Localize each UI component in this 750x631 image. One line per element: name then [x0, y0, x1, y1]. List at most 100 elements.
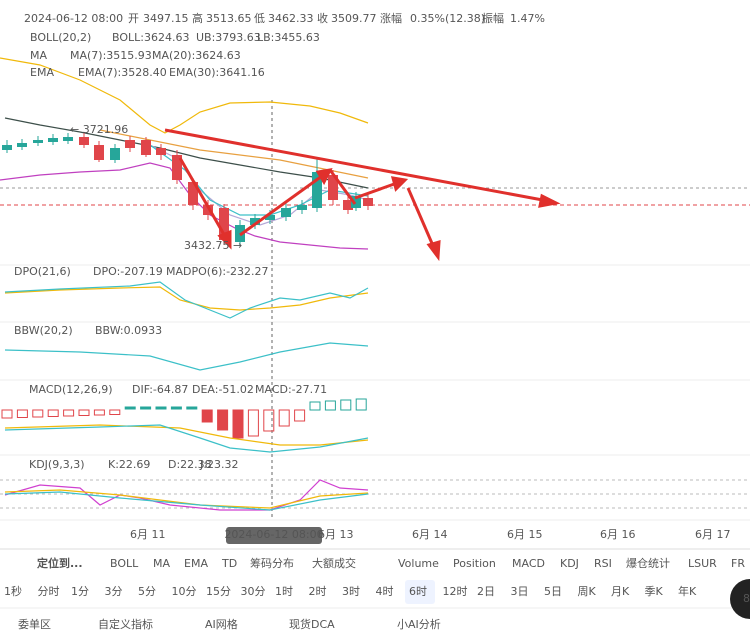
interval-tab[interactable]: 2日: [477, 585, 495, 598]
macd-bars: [1, 398, 367, 439]
candle-body: [110, 148, 120, 160]
header-low: 3462.33: [268, 12, 314, 25]
macd-bar: [124, 406, 136, 410]
interval-tab[interactable]: 1时: [275, 585, 293, 598]
madpo-value: MADPO(6):-232.27: [166, 265, 269, 278]
sub-indicator-tab[interactable]: Position: [453, 557, 496, 570]
candle-body: [48, 138, 58, 142]
date-label: 6月 13: [318, 528, 354, 541]
candle-body: [363, 198, 373, 206]
sub-indicator-tab[interactable]: MACD: [512, 557, 545, 570]
candle-body: [328, 175, 338, 200]
interval-tab[interactable]: 4时: [376, 585, 394, 598]
sub-indicator-tab[interactable]: KDJ: [560, 557, 579, 570]
sub-indicator-tab[interactable]: RSI: [594, 557, 612, 570]
macd-bar: [140, 406, 152, 410]
sub-indicator-tab[interactable]: Volume: [398, 557, 439, 570]
header-change: 0.35%(12.38): [410, 12, 485, 25]
grid: [0, 264, 750, 521]
interval-tab[interactable]: 年K: [678, 584, 697, 598]
boll-mid: [4, 117, 369, 189]
candle-body: [125, 140, 135, 148]
ma20-value: MA(20):3624.63: [152, 49, 241, 62]
macd-bar: [324, 400, 336, 411]
macd-bar: [217, 409, 229, 431]
ema7-value: EMA(7):3528.40: [78, 66, 167, 79]
interval-tab[interactable]: 12时: [443, 585, 468, 598]
interval-tab[interactable]: 5日: [544, 585, 562, 598]
interval-tab[interactable]: 10分: [172, 585, 197, 598]
bottom-tab[interactable]: AI网格: [205, 617, 238, 631]
main-indicator-tab[interactable]: BOLL: [110, 557, 139, 570]
bottom-tab[interactable]: 小AI分析: [397, 617, 441, 631]
sub-indicator-tab[interactable]: LSUR: [688, 557, 717, 570]
dea-line: [4, 424, 369, 446]
bottom-tab[interactable]: 现货DCA: [289, 617, 335, 631]
macd-name: MACD(12,26,9): [29, 383, 113, 396]
dif-value: DIF:-64.87: [132, 383, 188, 396]
boll-lower: [0, 162, 369, 250]
header-close: 3509.77: [331, 12, 377, 25]
interval-tab[interactable]: 2时: [309, 585, 327, 598]
candle-body: [297, 205, 307, 210]
header-amplitude-label: 振幅: [482, 11, 504, 25]
interval-tab[interactable]: 1分: [71, 585, 89, 598]
main-indicator-tab[interactable]: MA: [153, 557, 170, 570]
candle-body: [79, 137, 89, 145]
header-open-label: 开: [128, 12, 139, 25]
dpo-value: DPO:-207.19: [93, 265, 163, 278]
macd-value: MACD:-27.71: [255, 383, 327, 396]
interval-tab[interactable]: 1秒: [4, 584, 22, 598]
macd-bar: [355, 398, 367, 411]
interval-tab[interactable]: 30分: [241, 585, 266, 598]
macd-bar: [78, 409, 90, 416]
bbw-name: BBW(20,2): [14, 324, 73, 337]
date-label: 6月 16: [600, 528, 636, 541]
crosshair-date: 2024-06-12 08:00: [224, 528, 323, 541]
main-indicator-tab[interactable]: TD: [221, 557, 237, 570]
ema30-value: EMA(30):3641.16: [169, 66, 265, 79]
dif-line: [4, 424, 369, 453]
macd-bar: [263, 409, 275, 432]
bbw-value: BBW:0.0933: [95, 324, 162, 337]
interval-tab[interactable]: 周K: [578, 585, 597, 598]
candles: [2, 133, 373, 246]
drawn-arrows: [164, 128, 561, 262]
interval-tab[interactable]: 季K: [645, 585, 664, 598]
interval-tab[interactable]: 6时: [409, 585, 427, 598]
macd-bar: [232, 409, 244, 439]
bottom-tab[interactable]: 委单区: [18, 618, 51, 631]
float-button[interactable]: [730, 579, 750, 619]
boll-lb: LB:3455.63: [257, 31, 320, 44]
interval-tab[interactable]: 5分: [138, 585, 156, 598]
interval-tab[interactable]: 3日: [511, 585, 529, 598]
candle-body: [312, 172, 322, 208]
k-line: [4, 491, 369, 511]
interval-tab[interactable]: 月K: [611, 585, 630, 598]
interval-tab[interactable]: 15分: [206, 585, 231, 598]
sub-indicator-tab[interactable]: FR: [731, 557, 745, 570]
bottom-tab[interactable]: 自定义指标: [98, 617, 153, 631]
madpo-line: [4, 286, 369, 311]
dea-value: DEA:-51.02: [192, 383, 254, 396]
macd-bar: [63, 409, 75, 417]
main-indicator-tab[interactable]: 筹码分布: [250, 556, 294, 570]
macd-bar: [155, 406, 167, 410]
candle-body: [94, 145, 104, 160]
macd-bar: [16, 409, 28, 418]
header-low-label: 低: [254, 12, 265, 25]
main-indicator-tab[interactable]: EMA: [184, 557, 208, 570]
interval-tab[interactable]: 3分: [105, 585, 123, 598]
candle-body: [141, 140, 151, 155]
sub-indicator-tab[interactable]: 爆仓统计: [626, 556, 670, 570]
d-value: D:22.38: [168, 458, 212, 471]
low-price-mark: 3432.75 →: [184, 239, 242, 252]
interval-tab[interactable]: 分时: [38, 585, 60, 598]
locate-button[interactable]: 定位到...: [37, 556, 83, 570]
header-high: 3513.65: [206, 12, 252, 25]
main-indicator-tab[interactable]: 大额成交: [312, 556, 356, 570]
interval-tab[interactable]: 3时: [342, 585, 360, 598]
macd-bar: [109, 409, 121, 415]
high-price-mark: ← 3721.96: [70, 123, 128, 136]
